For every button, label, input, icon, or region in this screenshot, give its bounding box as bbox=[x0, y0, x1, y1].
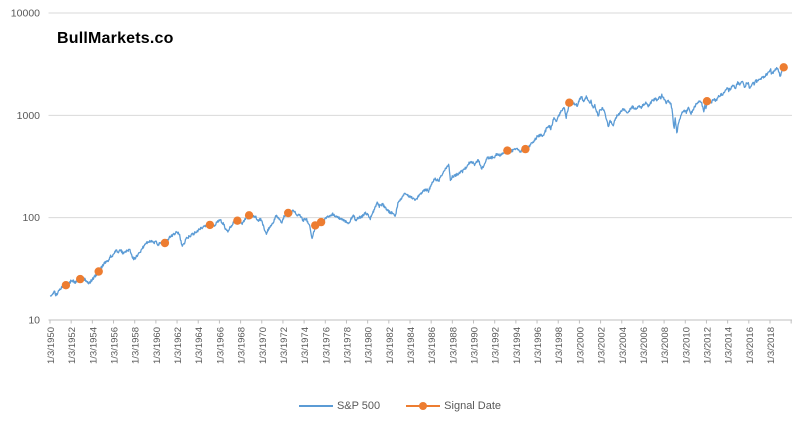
signal-marker bbox=[702, 97, 712, 106]
signal-marker bbox=[503, 146, 512, 155]
signal-line-swatch bbox=[406, 402, 441, 410]
x-axis-tick-label: 1/3/1952 bbox=[67, 327, 78, 364]
legend-item-signal: Signal Date bbox=[406, 400, 501, 412]
x-axis-tick-label: 1/3/1956 bbox=[110, 327, 121, 364]
signal-marker bbox=[316, 217, 326, 227]
x-axis-tick-label: 1/3/1970 bbox=[258, 327, 269, 364]
x-axis-tick-label: 1/3/2014 bbox=[724, 327, 735, 364]
x-axis-tick-label: 1/3/1964 bbox=[194, 327, 205, 364]
legend-label-signal: Signal Date bbox=[444, 400, 502, 412]
x-axis-tick-label: 1/3/2018 bbox=[766, 327, 777, 364]
x-axis-tick-label: 1/3/1966 bbox=[215, 327, 226, 364]
x-axis-tick-label: 1/3/1958 bbox=[131, 327, 142, 364]
x-axis-tick-label: 1/3/1990 bbox=[470, 327, 481, 364]
chart-watermark-title: BullMarkets.co bbox=[57, 30, 174, 47]
signal-marker bbox=[565, 98, 574, 107]
x-axis-tick-label: 1/3/2012 bbox=[702, 327, 713, 364]
x-axis-tick-label: 1/3/1974 bbox=[300, 327, 311, 364]
x-axis-tick-label: 1/3/1980 bbox=[364, 327, 375, 364]
y-axis-tick-label: 10000 bbox=[11, 8, 40, 20]
chart-legend: S&P 500 Signal Date bbox=[0, 396, 800, 416]
signal-marker bbox=[160, 238, 170, 248]
y-axis-tick-label: 1000 bbox=[17, 110, 41, 122]
x-axis-tick-label: 1/3/1994 bbox=[512, 327, 523, 364]
x-axis-tick-label: 1/3/2010 bbox=[681, 327, 692, 364]
x-axis-tick-label: 1/3/1954 bbox=[88, 327, 99, 364]
x-axis-tick-label: 1/3/2006 bbox=[639, 327, 650, 364]
sp500-line-swatch bbox=[298, 405, 333, 407]
x-axis-tick-label: 1/3/1984 bbox=[406, 327, 417, 364]
signal-marker bbox=[61, 281, 71, 290]
x-axis-tick-label: 1/3/2008 bbox=[660, 327, 671, 364]
signal-marker bbox=[205, 220, 215, 230]
x-axis-tick-label: 1/3/2002 bbox=[597, 327, 608, 364]
y-axis-tick-label: 100 bbox=[22, 212, 40, 224]
x-axis-tick-label: 1/3/2004 bbox=[618, 327, 629, 364]
x-axis-tick-label: 1/3/1988 bbox=[448, 327, 459, 364]
signal-marker bbox=[521, 144, 530, 154]
y-axis-tick-label: 10 bbox=[28, 315, 40, 327]
x-axis-tick-label: 1/3/1998 bbox=[554, 327, 565, 364]
x-axis-tick-label: 1/3/2016 bbox=[745, 327, 756, 364]
x-axis-tick-label: 1/3/1978 bbox=[342, 327, 353, 364]
signal-marker bbox=[779, 63, 788, 72]
sp500-line bbox=[49, 66, 784, 297]
legend-label-sp500: S&P 500 bbox=[336, 400, 381, 412]
legend-item-sp500: S&P 500 bbox=[298, 400, 381, 412]
x-axis-tick-label: 1/3/1976 bbox=[321, 327, 332, 364]
x-axis-tick-label: 1/3/1986 bbox=[427, 327, 438, 364]
x-axis-tick-label: 1/3/1992 bbox=[491, 327, 502, 364]
x-axis-tick-label: 1/3/1968 bbox=[237, 327, 248, 364]
x-axis-tick-label: 1/3/1972 bbox=[279, 327, 290, 364]
signal-marker bbox=[284, 208, 293, 218]
x-axis-tick-label: 1/3/1960 bbox=[152, 327, 163, 364]
signal-marker bbox=[244, 211, 254, 220]
x-axis-tick-label: 1/3/2000 bbox=[575, 327, 586, 364]
x-axis-tick-label: 1/3/1950 bbox=[46, 327, 57, 364]
signal-marker bbox=[233, 216, 242, 225]
x-axis-tick-label: 1/3/1996 bbox=[533, 327, 544, 364]
signal-marker-swatch-dot bbox=[419, 402, 428, 410]
x-axis-tick-label: 1/3/1982 bbox=[385, 327, 396, 364]
signal-marker bbox=[94, 267, 103, 276]
signal-marker bbox=[76, 274, 85, 284]
x-axis-tick-label: 1/3/1962 bbox=[173, 327, 184, 364]
